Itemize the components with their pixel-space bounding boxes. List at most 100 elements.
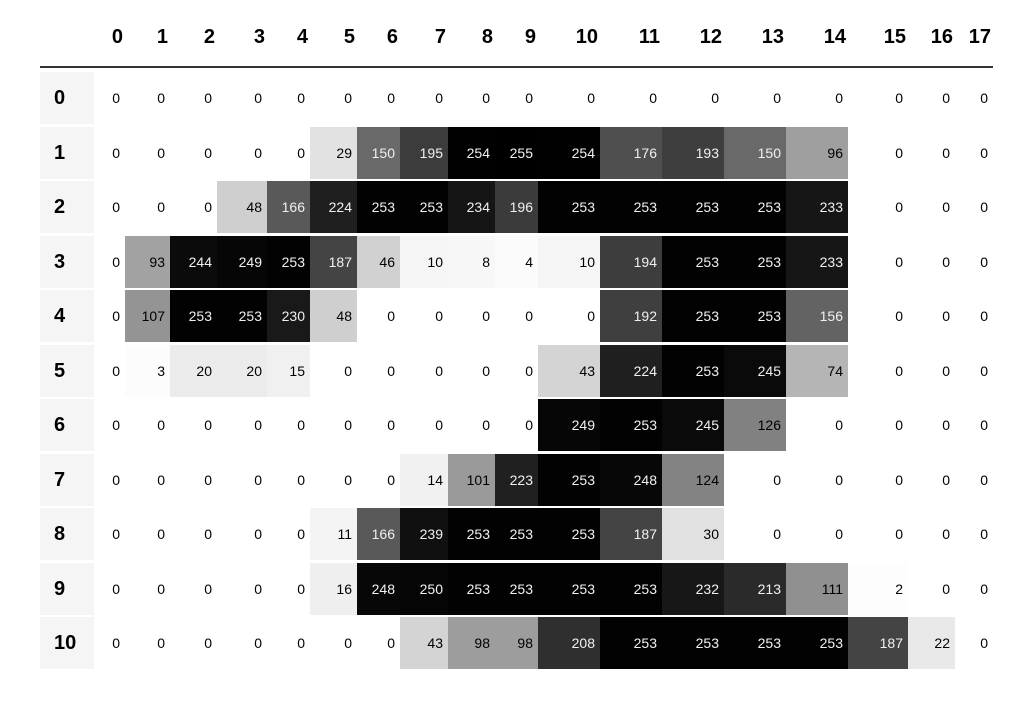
heatmap-cell: 0 <box>786 399 848 451</box>
heatmap-cell: 253 <box>448 508 495 560</box>
heatmap-cell: 0 <box>217 508 267 560</box>
heatmap-cell: 0 <box>97 453 125 506</box>
heatmap-cell: 156 <box>786 290 848 342</box>
heatmap-cell: 0 <box>908 344 955 397</box>
heatmap-cell: 224 <box>600 344 662 397</box>
heatmap-cell: 16 <box>310 562 357 615</box>
heatmap-cell: 254 <box>538 126 600 179</box>
column-header: 15 <box>883 26 906 48</box>
row-header: 4 <box>40 290 94 342</box>
heatmap-cell: 0 <box>125 453 170 506</box>
heatmap-cell: 187 <box>600 508 662 560</box>
heatmap-cell: 98 <box>448 617 495 669</box>
heatmap-cell: 0 <box>310 453 357 506</box>
heatmap-cell: 0 <box>400 399 448 451</box>
heatmap-cell: 43 <box>538 344 600 397</box>
heatmap-cell: 253 <box>724 290 786 342</box>
heatmap-cell: 0 <box>448 72 495 124</box>
heatmap-cell: 253 <box>400 181 448 233</box>
heatmap-cell: 253 <box>600 399 662 451</box>
column-header: 14 <box>823 26 846 48</box>
heatmap-cell: 248 <box>357 562 400 615</box>
heatmap-cell: 253 <box>724 235 786 288</box>
heatmap-cell: 0 <box>125 399 170 451</box>
heatmap-cell: 230 <box>267 290 310 342</box>
heatmap-cell: 101 <box>448 453 495 506</box>
heatmap-cell: 255 <box>495 126 538 179</box>
heatmap-cell: 0 <box>908 399 955 451</box>
heatmap-cell: 0 <box>908 181 955 233</box>
heatmap-cell: 0 <box>267 617 310 669</box>
heatmap-cell: 248 <box>600 453 662 506</box>
column-header: 4 <box>296 26 308 48</box>
heatmap-cell: 249 <box>538 399 600 451</box>
column-header: 3 <box>253 26 265 48</box>
heatmap-cell: 0 <box>125 508 170 560</box>
heatmap-cell: 0 <box>495 344 538 397</box>
heatmap-cell: 234 <box>448 181 495 233</box>
heatmap-cell: 192 <box>600 290 662 342</box>
heatmap-cell: 244 <box>170 235 217 288</box>
heatmap-cell: 0 <box>908 508 955 560</box>
heatmap-cell: 0 <box>786 72 848 124</box>
column-header: 8 <box>481 26 493 48</box>
row-header: 9 <box>40 562 94 615</box>
heatmap-cell: 0 <box>97 617 125 669</box>
heatmap-cell: 253 <box>662 235 724 288</box>
heatmap-cell: 253 <box>538 508 600 560</box>
heatmap-cell: 0 <box>267 399 310 451</box>
heatmap-cell: 0 <box>267 453 310 506</box>
heatmap-cell: 195 <box>400 126 448 179</box>
heatmap-cell: 0 <box>848 126 908 179</box>
heatmap-cell: 253 <box>448 562 495 615</box>
heatmap-cell: 0 <box>310 617 357 669</box>
heatmap-cell: 14 <box>400 453 448 506</box>
heatmap-cell: 0 <box>357 453 400 506</box>
heatmap-cell: 0 <box>97 562 125 615</box>
heatmap-cell: 74 <box>786 344 848 397</box>
heatmap-cell: 10 <box>400 235 448 288</box>
heatmap-cell: 249 <box>217 235 267 288</box>
heatmap-cell: 253 <box>538 181 600 233</box>
heatmap-cell: 0 <box>538 290 600 342</box>
heatmap-cell: 0 <box>955 399 993 451</box>
heatmap-cell: 0 <box>357 344 400 397</box>
heatmap-cell: 8 <box>448 235 495 288</box>
heatmap-cell: 0 <box>848 399 908 451</box>
heatmap-cell: 166 <box>267 181 310 233</box>
heatmap-cell: 0 <box>448 399 495 451</box>
heatmap-cell: 0 <box>955 126 993 179</box>
heatmap-cell: 46 <box>357 235 400 288</box>
heatmap-cell: 250 <box>400 562 448 615</box>
heatmap-cell: 245 <box>662 399 724 451</box>
heatmap-cell: 0 <box>97 235 125 288</box>
heatmap-cell: 0 <box>848 290 908 342</box>
heatmap-cell: 0 <box>955 181 993 233</box>
heatmap-cell: 107 <box>125 290 170 342</box>
heatmap-cell: 20 <box>217 344 267 397</box>
heatmap-cell: 253 <box>662 290 724 342</box>
heatmap-cell: 48 <box>217 181 267 233</box>
column-header: 2 <box>203 26 215 48</box>
heatmap-cell: 0 <box>97 344 125 397</box>
row-header: 8 <box>40 508 94 560</box>
heatmap-cell: 0 <box>170 72 217 124</box>
heatmap-cell: 0 <box>170 617 217 669</box>
heatmap-cell: 0 <box>97 290 125 342</box>
heatmap-cell: 150 <box>724 126 786 179</box>
heatmap-cell: 0 <box>357 399 400 451</box>
heatmap-cell: 0 <box>400 72 448 124</box>
heatmap-cell: 126 <box>724 399 786 451</box>
heatmap-cell: 0 <box>310 399 357 451</box>
row-header: 1 <box>40 126 94 179</box>
heatmap-cell: 253 <box>538 453 600 506</box>
row-header: 0 <box>40 72 94 124</box>
column-header: 17 <box>968 26 991 48</box>
heatmap-cell: 0 <box>170 181 217 233</box>
heatmap-cell: 253 <box>662 617 724 669</box>
heatmap-cell: 233 <box>786 235 848 288</box>
heatmap-cell: 253 <box>724 181 786 233</box>
heatmap-cell: 0 <box>908 235 955 288</box>
column-header: 10 <box>575 26 598 48</box>
heatmap-cell: 0 <box>448 344 495 397</box>
